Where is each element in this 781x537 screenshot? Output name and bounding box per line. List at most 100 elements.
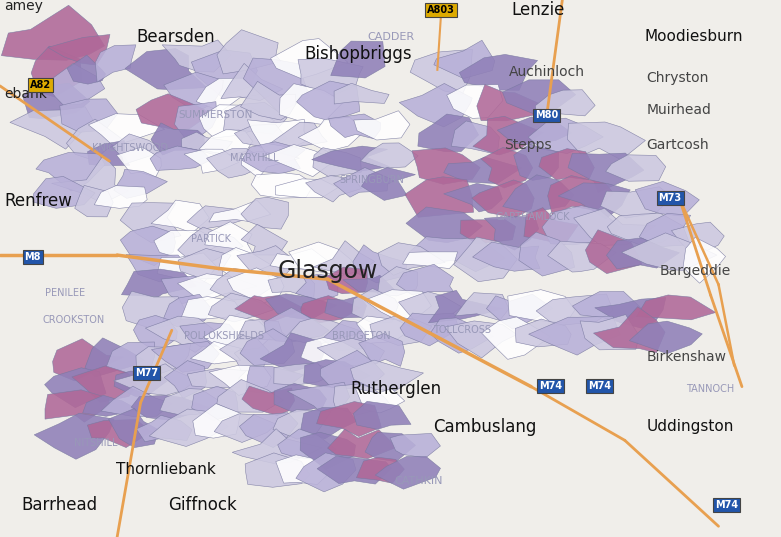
- Polygon shape: [162, 294, 212, 326]
- Polygon shape: [444, 184, 502, 212]
- Polygon shape: [399, 83, 473, 127]
- Polygon shape: [274, 363, 329, 385]
- Polygon shape: [455, 293, 509, 321]
- Text: Chryston: Chryston: [647, 71, 709, 85]
- Polygon shape: [287, 382, 350, 413]
- Polygon shape: [191, 342, 241, 364]
- Polygon shape: [268, 275, 315, 299]
- Polygon shape: [519, 232, 575, 276]
- Polygon shape: [244, 58, 310, 112]
- Text: Birkenshaw: Birkenshaw: [647, 350, 726, 364]
- Polygon shape: [301, 337, 357, 367]
- Polygon shape: [301, 295, 361, 323]
- Polygon shape: [45, 63, 105, 105]
- Text: Moodiesburn: Moodiesburn: [644, 29, 743, 44]
- Polygon shape: [273, 410, 331, 439]
- Polygon shape: [285, 318, 365, 345]
- Polygon shape: [362, 168, 415, 200]
- Polygon shape: [95, 45, 136, 82]
- Polygon shape: [154, 230, 223, 258]
- Polygon shape: [242, 142, 305, 173]
- Polygon shape: [316, 402, 381, 437]
- Text: Giffnock: Giffnock: [168, 496, 237, 514]
- Polygon shape: [23, 83, 90, 119]
- Polygon shape: [151, 123, 205, 155]
- Polygon shape: [574, 208, 656, 245]
- Polygon shape: [406, 207, 483, 243]
- Polygon shape: [67, 55, 105, 84]
- Polygon shape: [317, 456, 391, 484]
- Polygon shape: [333, 384, 391, 415]
- Text: Uddingston: Uddingston: [647, 419, 734, 434]
- Polygon shape: [196, 78, 264, 112]
- Polygon shape: [473, 242, 540, 271]
- Polygon shape: [227, 268, 284, 304]
- Polygon shape: [246, 366, 304, 394]
- Polygon shape: [242, 386, 294, 416]
- Polygon shape: [184, 149, 239, 173]
- Polygon shape: [407, 237, 505, 272]
- Polygon shape: [120, 226, 176, 266]
- Polygon shape: [83, 395, 138, 416]
- Polygon shape: [149, 409, 228, 446]
- Polygon shape: [209, 293, 273, 322]
- Polygon shape: [34, 413, 114, 459]
- Polygon shape: [33, 177, 95, 208]
- Polygon shape: [276, 455, 330, 484]
- Polygon shape: [241, 197, 288, 229]
- Polygon shape: [152, 342, 219, 372]
- Polygon shape: [234, 125, 287, 148]
- Text: Barrhead: Barrhead: [22, 496, 98, 514]
- Polygon shape: [270, 39, 348, 78]
- Polygon shape: [508, 289, 575, 323]
- Polygon shape: [161, 276, 220, 304]
- Polygon shape: [191, 386, 238, 420]
- Polygon shape: [120, 202, 181, 243]
- Polygon shape: [297, 81, 360, 121]
- Polygon shape: [237, 320, 293, 340]
- Polygon shape: [312, 146, 390, 171]
- Polygon shape: [672, 222, 724, 257]
- Polygon shape: [210, 268, 274, 300]
- Polygon shape: [125, 48, 206, 90]
- Text: Bishopbriggs: Bishopbriggs: [305, 45, 412, 63]
- Text: PARTICK: PARTICK: [191, 234, 231, 244]
- Polygon shape: [484, 216, 539, 250]
- Polygon shape: [10, 107, 95, 149]
- Polygon shape: [607, 238, 679, 269]
- Polygon shape: [398, 292, 462, 329]
- Polygon shape: [131, 395, 209, 420]
- Polygon shape: [354, 111, 410, 140]
- Polygon shape: [199, 129, 252, 155]
- Polygon shape: [178, 227, 243, 268]
- Polygon shape: [572, 292, 644, 323]
- Polygon shape: [162, 40, 231, 72]
- Text: CATHKIN: CATHKIN: [394, 476, 443, 485]
- Polygon shape: [355, 388, 405, 413]
- Polygon shape: [164, 360, 206, 398]
- Polygon shape: [445, 321, 517, 358]
- Polygon shape: [472, 180, 534, 218]
- Polygon shape: [48, 34, 110, 65]
- Polygon shape: [180, 323, 238, 347]
- Polygon shape: [547, 176, 614, 215]
- Polygon shape: [219, 248, 271, 278]
- Polygon shape: [608, 213, 684, 245]
- Polygon shape: [322, 321, 366, 351]
- Polygon shape: [637, 295, 715, 320]
- Polygon shape: [87, 419, 152, 447]
- Text: M77: M77: [135, 368, 159, 378]
- Polygon shape: [45, 390, 110, 422]
- Polygon shape: [137, 415, 192, 442]
- Polygon shape: [180, 296, 242, 319]
- Polygon shape: [430, 318, 494, 353]
- Polygon shape: [524, 208, 579, 245]
- Text: Rutherglen: Rutherglen: [350, 380, 441, 398]
- Polygon shape: [241, 224, 287, 255]
- Polygon shape: [326, 267, 368, 294]
- Polygon shape: [568, 122, 645, 160]
- Polygon shape: [263, 144, 335, 177]
- Polygon shape: [136, 344, 191, 373]
- Polygon shape: [635, 182, 699, 216]
- Polygon shape: [497, 117, 572, 144]
